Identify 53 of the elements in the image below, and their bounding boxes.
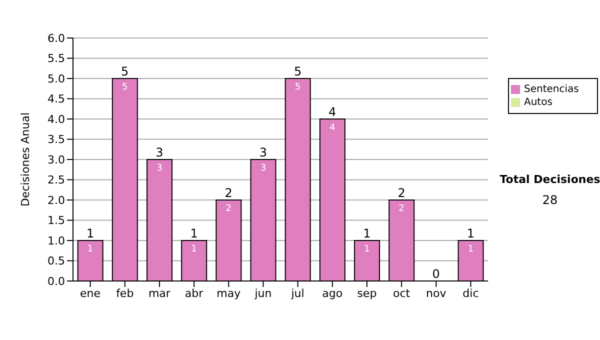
data-label: 2 — [226, 204, 232, 214]
x-tick-label: jul — [290, 286, 304, 300]
data-label: 1 — [364, 244, 370, 254]
total-label: 1 — [466, 226, 475, 240]
y-tick-label: 5.0 — [48, 72, 65, 86]
total-label: 5 — [121, 64, 129, 78]
x-tick-label: oct — [392, 286, 411, 300]
y-tick-label: 6.0 — [48, 32, 65, 45]
y-tick-label: 4.0 — [48, 112, 65, 126]
y-tick-label: 3.5 — [48, 133, 65, 146]
x-tick-label: abr — [184, 286, 204, 300]
y-tick-label: 1.5 — [48, 214, 65, 228]
text: 28 — [541, 193, 559, 207]
total-label: 5 — [294, 64, 302, 78]
y-tick-label: 2.5 — [48, 174, 65, 187]
x-tick-label: may — [216, 286, 242, 300]
x-tick-label: dic — [462, 286, 479, 300]
total-label: 1 — [363, 226, 371, 240]
data-label: 2 — [398, 204, 404, 214]
total-label: 2 — [224, 186, 232, 200]
data-label: 5 — [122, 82, 128, 92]
y-tick-label: 1.0 — [48, 234, 65, 248]
x-tick-label: ago — [322, 286, 343, 300]
y-tick-label: 4.5 — [48, 92, 65, 106]
text: Total Decisiones — [498, 173, 600, 186]
x-tick-label: nov — [426, 286, 447, 300]
data-label: 1 — [468, 244, 474, 254]
total-label: 0 — [432, 267, 440, 281]
data-label: 4 — [330, 123, 336, 133]
y-tick-label: 5.5 — [48, 52, 65, 66]
y-tick-label: 2.0 — [48, 194, 65, 207]
total-label: 3 — [259, 146, 268, 160]
data-label: 3 — [156, 164, 162, 174]
x-tick-label: feb — [116, 286, 134, 300]
y-axis-title: Decisiones Anual — [18, 112, 32, 207]
data-label: 5 — [294, 82, 301, 92]
total-label: 2 — [398, 186, 406, 200]
x-tick-label: jun — [254, 286, 272, 300]
data-label: 1 — [87, 244, 94, 254]
legend-label: Sentencias — [524, 84, 579, 95]
data-label: 3 — [260, 164, 266, 174]
y-tick-label: 3.0 — [48, 153, 65, 166]
data-label: 1 — [191, 244, 197, 254]
y-tick-label: 0.5 — [48, 254, 65, 268]
total-label: 1 — [190, 226, 198, 240]
legend-label: Autos — [524, 97, 552, 108]
x-tick-label: sep — [357, 286, 377, 300]
x-tick-label: ene — [80, 286, 101, 300]
total-label: 1 — [86, 226, 94, 240]
total-label: 3 — [156, 146, 164, 160]
total-label: 4 — [328, 105, 336, 119]
x-tick-label: mar — [148, 286, 171, 300]
y-tick-label: 0.0 — [48, 274, 65, 288]
